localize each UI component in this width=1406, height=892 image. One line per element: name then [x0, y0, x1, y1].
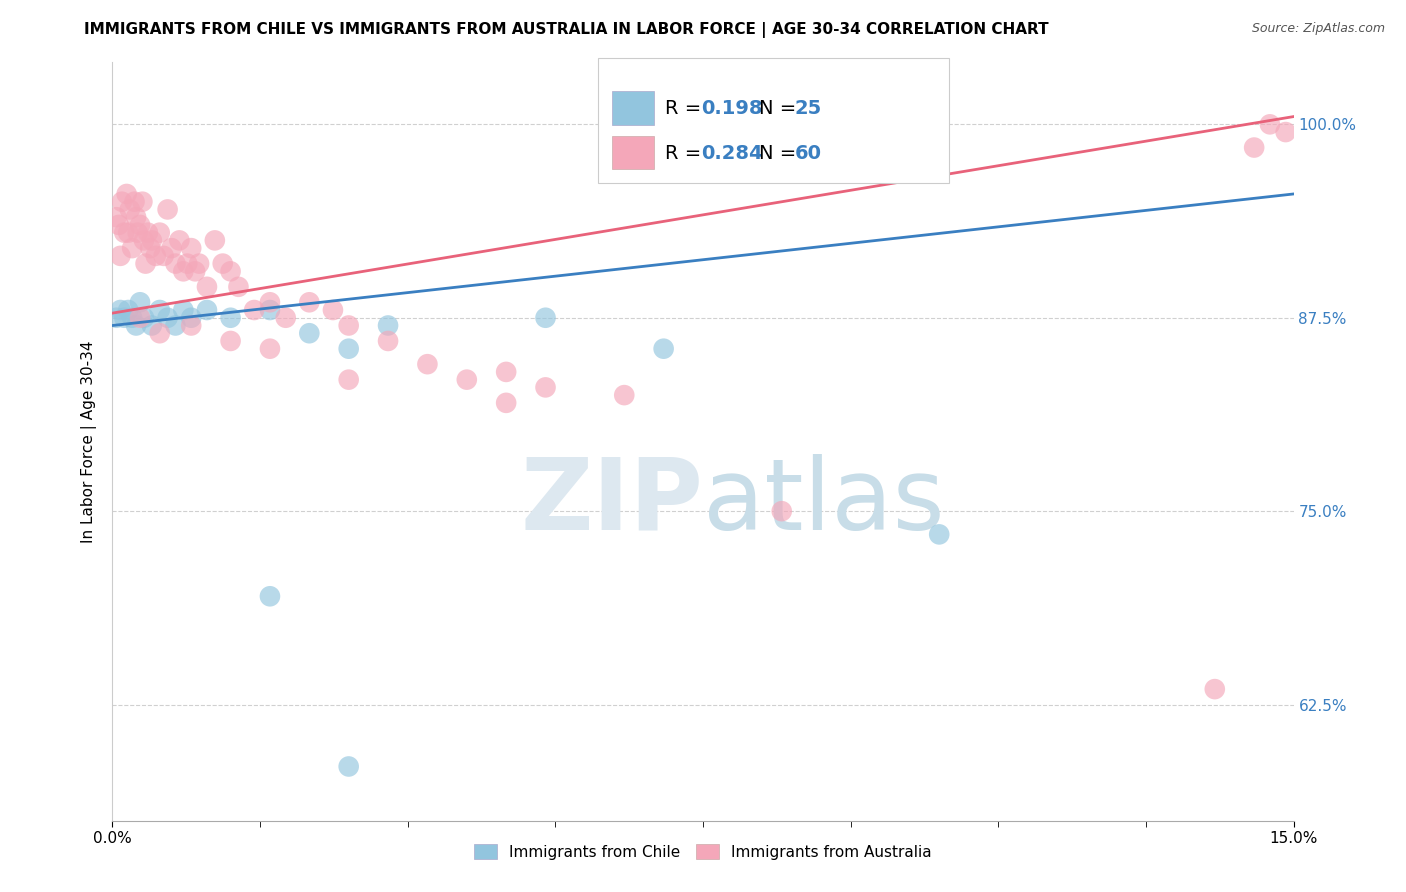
Point	[180, 310, 202, 325]
Point	[121, 241, 143, 255]
Point	[105, 310, 128, 325]
Point	[124, 194, 146, 209]
Text: ZIP: ZIP	[520, 454, 703, 550]
Point	[188, 257, 211, 271]
Point	[149, 326, 172, 341]
Point	[337, 373, 360, 387]
Point	[115, 186, 138, 201]
Point	[160, 241, 183, 255]
Point	[132, 310, 155, 325]
Point	[259, 295, 281, 310]
Point	[141, 233, 163, 247]
Point	[652, 342, 675, 356]
Text: N =: N =	[759, 144, 803, 163]
Point	[219, 264, 242, 278]
Point	[322, 303, 344, 318]
Text: atlas: atlas	[703, 454, 945, 550]
Point	[127, 226, 149, 240]
Text: IMMIGRANTS FROM CHILE VS IMMIGRANTS FROM AUSTRALIA IN LABOR FORCE | AGE 30-34 CO: IMMIGRANTS FROM CHILE VS IMMIGRANTS FROM…	[84, 22, 1049, 38]
Y-axis label: In Labor Force | Age 30-34: In Labor Force | Age 30-34	[80, 340, 97, 543]
Point	[228, 280, 250, 294]
Point	[118, 202, 141, 217]
Point	[337, 759, 360, 773]
Point	[259, 303, 281, 318]
Point	[149, 226, 172, 240]
Point	[180, 318, 202, 333]
Point	[456, 373, 478, 387]
Text: 0.284: 0.284	[702, 144, 763, 163]
Point	[337, 318, 360, 333]
Legend: Immigrants from Chile, Immigrants from Australia: Immigrants from Chile, Immigrants from A…	[468, 838, 938, 866]
Point	[145, 249, 167, 263]
Point	[165, 318, 187, 333]
Point	[204, 233, 226, 247]
Point	[274, 310, 297, 325]
Point	[243, 303, 266, 318]
Text: N =: N =	[759, 99, 803, 119]
Point	[131, 194, 153, 209]
Point	[111, 194, 134, 209]
Point	[1243, 140, 1265, 154]
Text: Source: ZipAtlas.com: Source: ZipAtlas.com	[1251, 22, 1385, 36]
Point	[110, 249, 132, 263]
Point	[534, 310, 557, 325]
Point	[219, 334, 242, 348]
Point	[156, 310, 179, 325]
Point	[136, 226, 159, 240]
Point	[613, 388, 636, 402]
Point	[534, 380, 557, 394]
Point	[495, 365, 517, 379]
Text: 60: 60	[794, 144, 821, 163]
Point	[110, 303, 132, 318]
Point	[259, 342, 281, 356]
Point	[1274, 125, 1296, 139]
Point	[165, 257, 187, 271]
Point	[298, 295, 321, 310]
Point	[169, 233, 191, 247]
Point	[129, 310, 152, 325]
Text: 25: 25	[794, 99, 821, 119]
Point	[172, 264, 194, 278]
Point	[176, 257, 198, 271]
Point	[377, 318, 399, 333]
Point	[298, 326, 321, 341]
Point	[770, 504, 793, 518]
Point	[259, 589, 281, 603]
Point	[195, 280, 218, 294]
Point	[139, 241, 162, 255]
Point	[1204, 682, 1226, 697]
Point	[156, 202, 179, 217]
Point	[149, 303, 172, 318]
Point	[125, 210, 148, 224]
Point	[129, 218, 152, 232]
Point	[928, 527, 950, 541]
Point	[377, 334, 399, 348]
Point	[132, 233, 155, 247]
Point	[416, 357, 439, 371]
Text: 0.198: 0.198	[702, 99, 763, 119]
Point	[117, 303, 139, 318]
Text: R =: R =	[665, 144, 707, 163]
Point	[495, 396, 517, 410]
Point	[152, 249, 174, 263]
Point	[219, 310, 242, 325]
Point	[129, 295, 152, 310]
Point	[112, 310, 135, 325]
Point	[337, 342, 360, 356]
Point	[141, 318, 163, 333]
Point	[1258, 117, 1281, 131]
Point	[125, 318, 148, 333]
Point	[112, 226, 135, 240]
Point	[107, 218, 129, 232]
Point	[135, 257, 157, 271]
Point	[211, 257, 233, 271]
Point	[184, 264, 207, 278]
Text: R =: R =	[665, 99, 707, 119]
Point	[180, 241, 202, 255]
Point	[117, 226, 139, 240]
Point	[172, 303, 194, 318]
Point	[105, 210, 128, 224]
Point	[121, 310, 143, 325]
Point	[195, 303, 218, 318]
